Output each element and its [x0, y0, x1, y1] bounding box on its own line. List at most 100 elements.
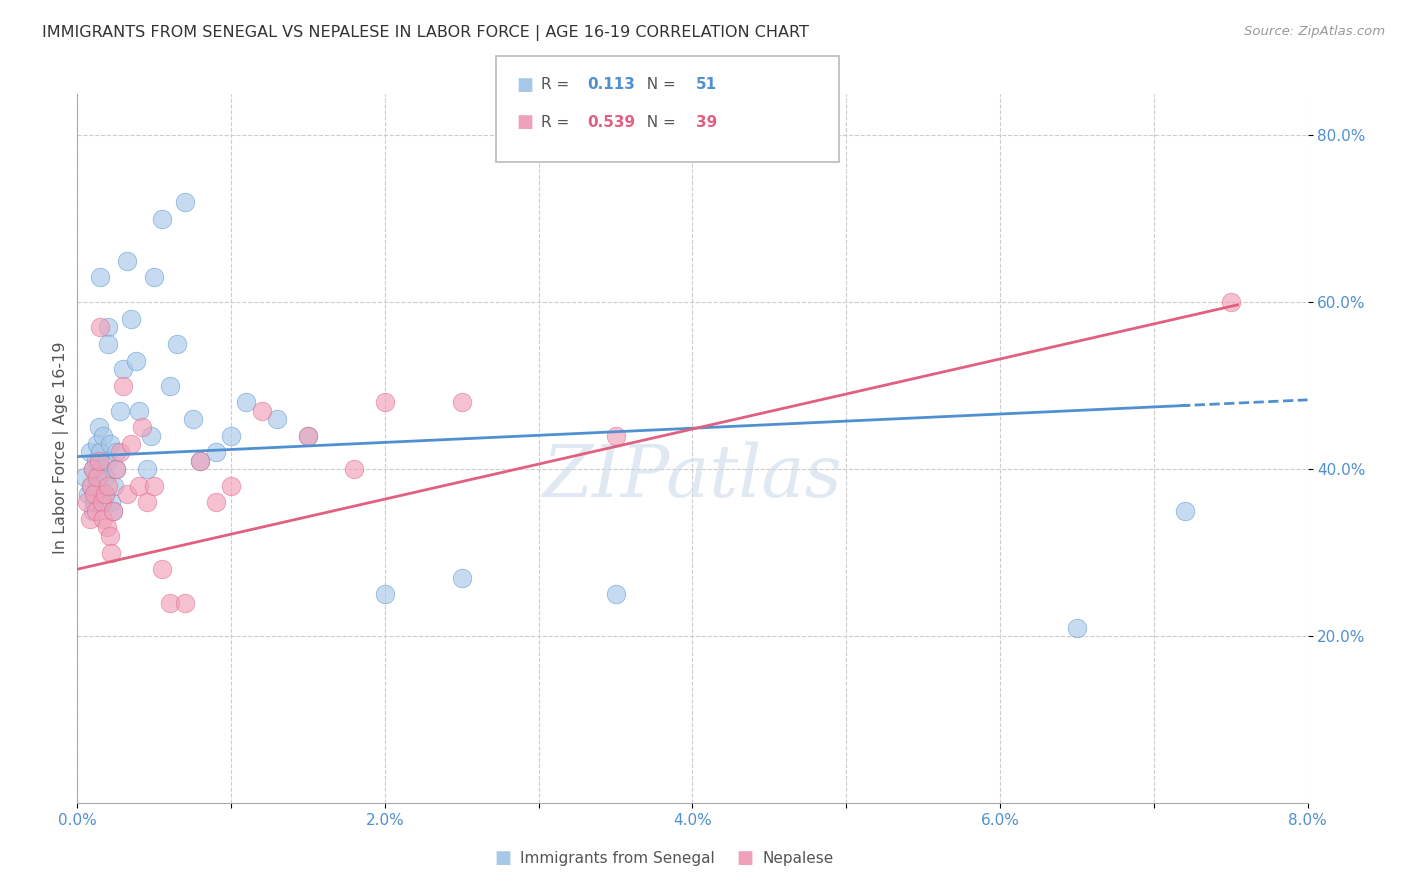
Point [181, 412, 204, 426]
Point [343, 462, 366, 476]
Point [97, 320, 120, 334]
Point [84, 454, 107, 468]
Point [89, 320, 111, 334]
Point [1219, 295, 1241, 310]
Point [188, 454, 212, 468]
Point [135, 495, 157, 509]
Point [96, 520, 118, 534]
Point [86, 437, 108, 451]
Text: Immigrants from Senegal: Immigrants from Senegal [520, 851, 716, 865]
Point [80, 479, 103, 493]
Point [150, 211, 173, 226]
Point [103, 479, 125, 493]
Point [143, 479, 166, 493]
Text: 39: 39 [696, 115, 717, 129]
Point [1174, 504, 1197, 518]
Point [84, 504, 107, 518]
Point [128, 403, 150, 417]
Point [98, 437, 121, 451]
Y-axis label: In Labor Force | Age 16-19: In Labor Force | Age 16-19 [53, 342, 69, 555]
Point [174, 195, 197, 210]
Text: ■: ■ [516, 113, 533, 131]
Point [104, 462, 127, 476]
Text: N =: N = [637, 115, 681, 129]
Point [112, 378, 135, 392]
Point [86, 470, 108, 484]
Point [77, 487, 100, 501]
Point [235, 395, 257, 409]
Point [87, 454, 110, 468]
Point [250, 403, 273, 417]
Point [82, 462, 104, 476]
Point [605, 587, 627, 601]
Point [76, 495, 98, 509]
Point [125, 353, 148, 368]
Point [104, 445, 127, 459]
Point [297, 428, 319, 442]
Point [100, 545, 122, 559]
Point [82, 462, 104, 476]
Text: IMMIGRANTS FROM SENEGAL VS NEPALESE IN LABOR FORCE | AGE 16-19 CORRELATION CHART: IMMIGRANTS FROM SENEGAL VS NEPALESE IN L… [42, 25, 808, 41]
Text: N =: N = [637, 78, 681, 92]
Point [90, 495, 114, 509]
Point [96, 454, 118, 468]
Point [73, 470, 96, 484]
Point [94, 487, 117, 501]
Point [150, 562, 173, 576]
Text: 0.113: 0.113 [588, 78, 636, 92]
Text: R =: R = [541, 115, 575, 129]
Point [87, 420, 110, 434]
Point [80, 479, 103, 493]
Text: R =: R = [541, 78, 575, 92]
Point [174, 596, 197, 610]
Point [159, 378, 181, 392]
Point [94, 470, 117, 484]
Text: Nepalese: Nepalese [762, 851, 834, 865]
Point [104, 462, 127, 476]
Point [159, 596, 181, 610]
Point [100, 495, 122, 509]
Point [141, 428, 163, 442]
Point [120, 437, 142, 451]
Point [143, 270, 166, 285]
Point [83, 495, 105, 509]
Point [450, 395, 472, 409]
Point [374, 587, 396, 601]
Point [110, 445, 132, 459]
Point [89, 445, 111, 459]
Point [115, 487, 138, 501]
Point [89, 270, 111, 285]
Point [82, 504, 104, 518]
Point [135, 462, 157, 476]
Text: ■: ■ [495, 849, 512, 867]
Point [90, 462, 114, 476]
Point [166, 337, 188, 351]
Point [297, 428, 319, 442]
Point [219, 428, 242, 442]
Point [204, 445, 226, 459]
Point [101, 504, 124, 518]
Point [112, 362, 135, 376]
Point [204, 495, 226, 509]
Point [450, 570, 472, 584]
Point [93, 512, 115, 526]
Point [110, 403, 132, 417]
Text: ■: ■ [516, 76, 533, 94]
Point [1066, 621, 1088, 635]
Point [86, 479, 108, 493]
Point [98, 529, 121, 543]
Point [83, 487, 105, 501]
Point [94, 487, 117, 501]
Point [79, 512, 101, 526]
Point [605, 428, 627, 442]
Point [120, 312, 142, 326]
Point [219, 479, 242, 493]
Point [79, 445, 101, 459]
Point [97, 337, 120, 351]
Point [97, 479, 120, 493]
Text: ZIPatlas: ZIPatlas [543, 442, 842, 512]
Point [188, 454, 212, 468]
Point [131, 420, 153, 434]
Point [115, 253, 138, 268]
Point [374, 395, 396, 409]
